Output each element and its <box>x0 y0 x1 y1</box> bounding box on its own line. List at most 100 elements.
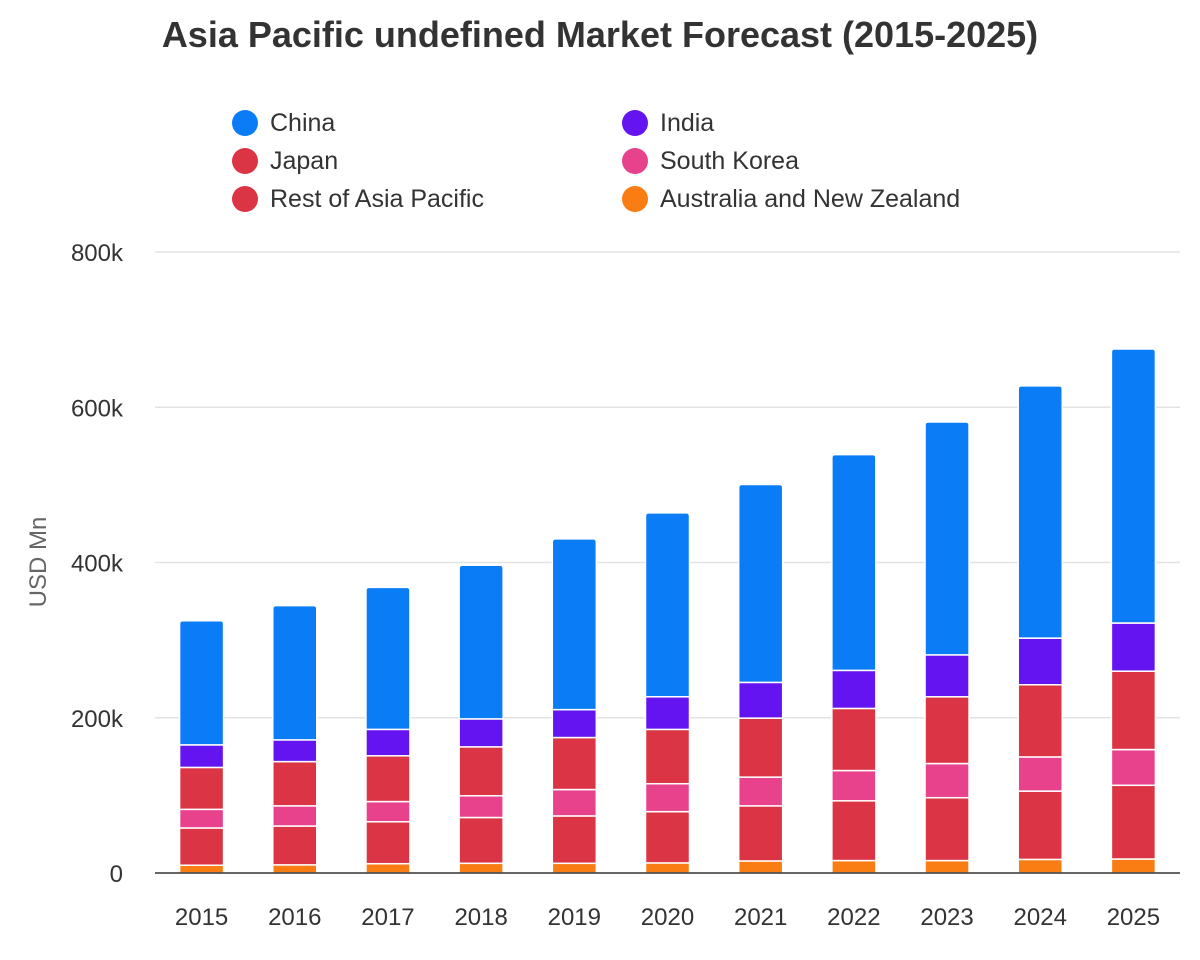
bar-segment <box>551 815 598 865</box>
bar-segment <box>1110 784 1157 860</box>
bar-segment <box>1017 637 1063 686</box>
bar-segment <box>365 821 411 865</box>
bar-segment <box>924 762 970 799</box>
bar-segment <box>458 795 504 819</box>
bar-segment <box>1017 858 1063 874</box>
bar-segment <box>737 805 784 862</box>
bar-segment <box>1110 670 1157 751</box>
legend-swatch <box>622 186 648 212</box>
x-tick-label: 2016 <box>268 904 321 931</box>
bar-segment <box>178 864 225 874</box>
bar-segment <box>1017 756 1063 792</box>
legend-swatch <box>232 186 258 212</box>
bar-segment <box>272 604 318 741</box>
x-tick-label: 2024 <box>1014 904 1067 931</box>
bar-segment <box>924 796 970 862</box>
bar-segment <box>831 859 877 874</box>
bar-segment <box>272 825 318 866</box>
y-tick-label: 0 <box>110 861 123 888</box>
x-tick-label: 2018 <box>454 904 507 931</box>
x-tick-label: 2021 <box>734 904 787 931</box>
y-axis-title: USD Mn <box>25 517 52 608</box>
bar-segment <box>178 744 225 769</box>
y-tick-label: 400k <box>71 551 124 578</box>
bar-segment <box>924 859 970 874</box>
legend-item-japan[interactable]: Japan <box>232 144 338 178</box>
bar-segment <box>737 483 784 684</box>
legend-swatch <box>622 110 648 136</box>
legend: China India Japan South Korea Rest of As… <box>232 106 1032 216</box>
bar-segment <box>831 769 877 802</box>
bar-segment <box>1017 684 1063 758</box>
axes: 0 200k 400k 600k 800k 2015 2016 2017 2018 2019 202… <box>71 240 1180 931</box>
bar-segment <box>365 800 411 823</box>
bar-segment <box>737 681 784 719</box>
bar-segment <box>458 816 504 865</box>
bar-segment <box>644 810 691 864</box>
x-tick-label: 2023 <box>920 904 973 931</box>
bar-segment <box>272 739 318 763</box>
bar-segment <box>1110 348 1157 624</box>
bar-segment <box>644 512 691 698</box>
bar-segment <box>365 862 411 874</box>
bar-segment <box>1017 385 1063 639</box>
bar-segment <box>178 766 225 811</box>
bar-segment <box>644 862 691 874</box>
bar-segment <box>1110 622 1157 672</box>
legend-label: India <box>660 108 715 137</box>
legend-item-india[interactable]: India <box>622 106 714 140</box>
bar-segment <box>737 717 784 778</box>
bar-segment <box>551 788 598 817</box>
bar-segment <box>365 755 411 803</box>
legend-swatch <box>232 148 258 174</box>
x-tick-label: 2025 <box>1107 904 1160 931</box>
bars <box>178 348 1157 874</box>
legend-label: South Korea <box>660 146 799 175</box>
bar-segment <box>831 453 877 672</box>
bar-segment <box>831 669 877 710</box>
bar-segment <box>1110 748 1157 787</box>
bar-segment <box>551 862 598 874</box>
bar-segment <box>831 800 877 862</box>
legend-item-south-korea[interactable]: South Korea <box>622 144 799 178</box>
bar-segment <box>551 538 598 711</box>
legend-item-rest-of-asia-pacific[interactable]: Rest of Asia Pacific <box>232 182 484 216</box>
bar-segment <box>924 696 970 765</box>
bar-segment <box>178 808 225 829</box>
legend-label: Rest of Asia Pacific <box>270 184 484 213</box>
legend-item-australia-and-new-zealand[interactable]: Australia and New Zealand <box>622 182 960 216</box>
legend-label: China <box>270 108 336 137</box>
bar-segment <box>644 728 691 785</box>
bar-segment <box>737 860 784 874</box>
bar-segment <box>458 746 504 797</box>
bar-segment <box>1110 858 1157 874</box>
bar-segment <box>365 728 411 757</box>
y-tick-label: 600k <box>71 395 124 422</box>
bar-segment <box>272 864 318 874</box>
bar-segment <box>551 708 598 739</box>
x-tick-label: 2017 <box>361 904 414 931</box>
legend-item-china[interactable]: China <box>232 106 335 140</box>
bar-segment <box>272 805 318 827</box>
bar-segment <box>924 654 970 698</box>
bar-segment <box>458 564 504 720</box>
bar-segment <box>831 707 877 772</box>
y-tick-label: 800k <box>71 240 124 267</box>
bar-segment <box>272 760 318 807</box>
legend-swatch <box>232 110 258 136</box>
bar-segment <box>365 586 411 731</box>
bar-segment <box>178 619 225 746</box>
bar-segment <box>458 718 504 748</box>
legend-swatch <box>622 148 648 174</box>
x-tick-label: 2015 <box>175 904 228 931</box>
legend-label: Australia and New Zealand <box>660 184 961 213</box>
bar-segment <box>924 421 970 656</box>
bar-segment <box>178 827 225 866</box>
bar-segment <box>1017 790 1063 861</box>
bar-segment <box>737 776 784 807</box>
bar-segment <box>551 736 598 791</box>
chart-title: Asia Pacific undefined Market Forecast (… <box>161 14 1039 55</box>
x-tick-label: 2022 <box>827 904 880 931</box>
